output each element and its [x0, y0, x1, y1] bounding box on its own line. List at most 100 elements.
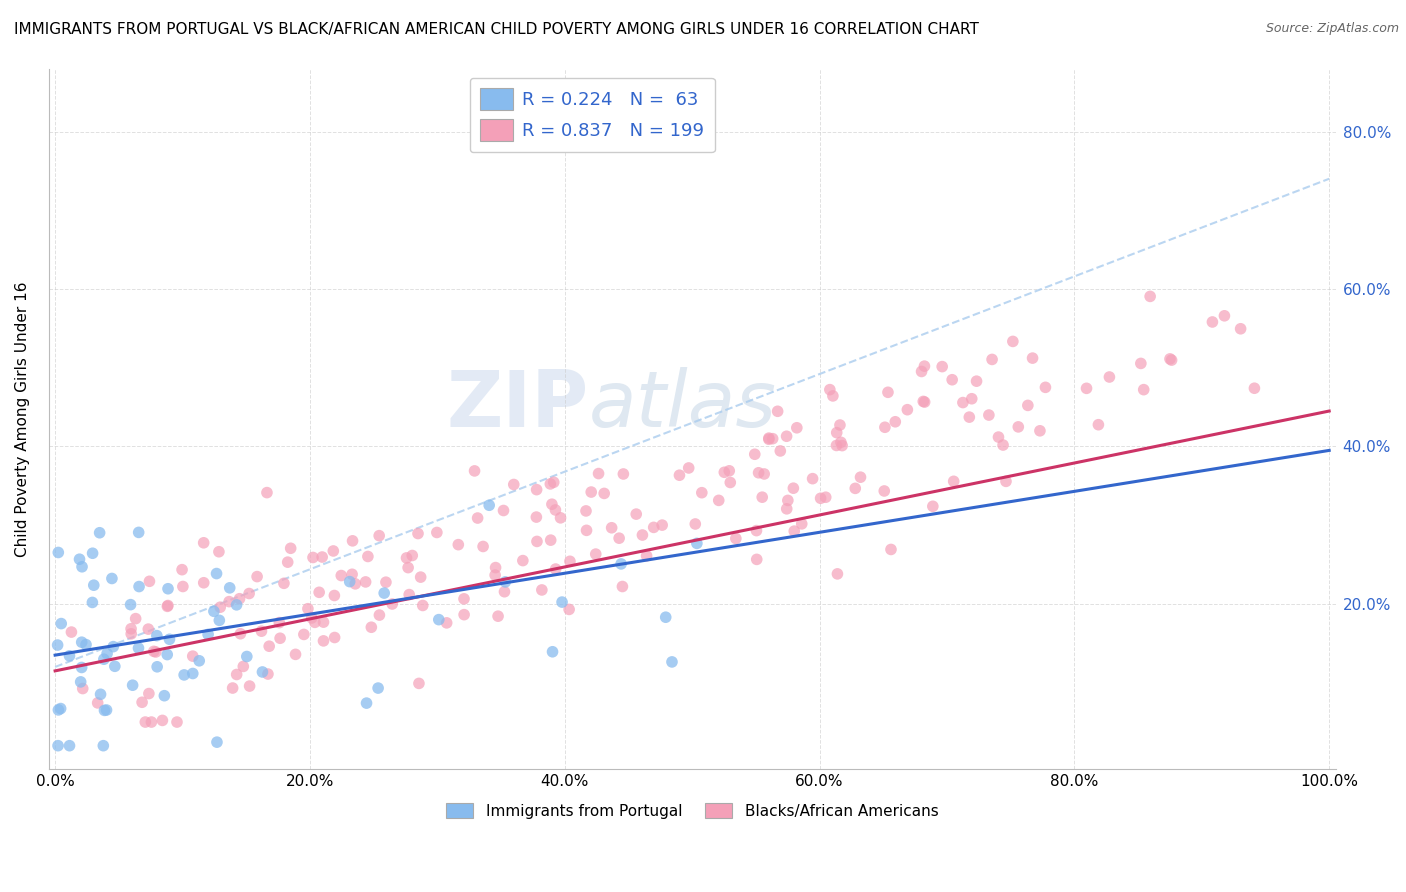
Point — [912, 394, 935, 409]
Point — [46, 638, 69, 652]
Point — [550, 511, 572, 525]
Point — [831, 439, 853, 453]
Text: IMMIGRANTS FROM PORTUGAL VS BLACK/AFRICAN AMERICAN CHILD POVERTY AMONG GIRLS UND: IMMIGRANTS FROM PORTUGAL VS BLACK/AFRICA… — [14, 22, 979, 37]
Point — [486, 609, 509, 624]
Point — [96, 703, 118, 717]
Point — [530, 582, 553, 597]
Point — [1132, 383, 1154, 397]
Text: atlas: atlas — [589, 367, 778, 443]
Point — [776, 493, 799, 508]
Point — [526, 534, 548, 549]
Point — [202, 604, 225, 618]
Point — [690, 485, 713, 500]
Point — [775, 429, 797, 443]
Point — [141, 714, 163, 729]
Point — [588, 467, 610, 481]
Point — [101, 572, 124, 586]
Point — [724, 532, 747, 546]
Point — [1229, 322, 1251, 336]
Point — [626, 507, 648, 521]
Point — [427, 613, 450, 627]
Point — [128, 580, 150, 594]
Point — [873, 483, 896, 498]
Point — [297, 601, 319, 615]
Point — [138, 687, 160, 701]
Point — [159, 632, 181, 647]
Point — [751, 490, 773, 504]
Point — [524, 510, 547, 524]
Point — [69, 552, 91, 566]
Point — [884, 415, 907, 429]
Point — [93, 652, 115, 666]
Point — [1076, 381, 1098, 395]
Point — [83, 578, 105, 592]
Point — [173, 668, 195, 682]
Point — [409, 570, 432, 584]
Point — [93, 703, 115, 717]
Point — [585, 547, 607, 561]
Point — [225, 667, 247, 681]
Point — [966, 374, 988, 388]
Point — [356, 696, 378, 710]
Point — [357, 549, 380, 564]
Point — [301, 611, 323, 625]
Point — [538, 477, 561, 491]
Point — [942, 475, 965, 489]
Point — [70, 660, 93, 674]
Point — [284, 648, 307, 662]
Point — [1129, 356, 1152, 370]
Point — [762, 432, 785, 446]
Point — [152, 714, 174, 728]
Point — [977, 408, 1000, 422]
Point — [205, 566, 228, 581]
Point — [256, 485, 278, 500]
Point — [512, 553, 534, 567]
Point — [453, 607, 475, 622]
Point — [408, 676, 430, 690]
Point — [844, 481, 866, 495]
Point — [484, 560, 506, 574]
Point — [1021, 351, 1043, 365]
Point — [612, 580, 634, 594]
Point — [70, 635, 93, 649]
Point — [994, 475, 1017, 489]
Point — [678, 461, 700, 475]
Text: ZIP: ZIP — [447, 367, 589, 443]
Point — [354, 574, 377, 589]
Point — [136, 622, 159, 636]
Point — [685, 516, 707, 531]
Point — [236, 649, 259, 664]
Point — [880, 542, 903, 557]
Point — [610, 557, 633, 571]
Point — [467, 511, 489, 525]
Point — [49, 701, 72, 715]
Point — [472, 540, 495, 554]
Point — [46, 739, 69, 753]
Point — [748, 466, 770, 480]
Point — [127, 641, 149, 656]
Point — [478, 498, 501, 512]
Point — [181, 666, 204, 681]
Point — [494, 574, 516, 589]
Point — [89, 525, 111, 540]
Point — [396, 560, 419, 574]
Point — [277, 555, 299, 569]
Point — [156, 582, 179, 596]
Point — [1139, 289, 1161, 303]
Point — [502, 477, 524, 491]
Point — [395, 550, 418, 565]
Point — [758, 431, 780, 445]
Point — [631, 528, 654, 542]
Point — [754, 467, 776, 481]
Point — [914, 395, 936, 409]
Point — [373, 586, 395, 600]
Point — [686, 536, 709, 550]
Point — [758, 432, 780, 446]
Point — [131, 695, 153, 709]
Point — [58, 739, 80, 753]
Point — [873, 420, 896, 434]
Point — [745, 524, 768, 538]
Point — [1087, 417, 1109, 432]
Point — [987, 430, 1010, 444]
Point — [51, 616, 73, 631]
